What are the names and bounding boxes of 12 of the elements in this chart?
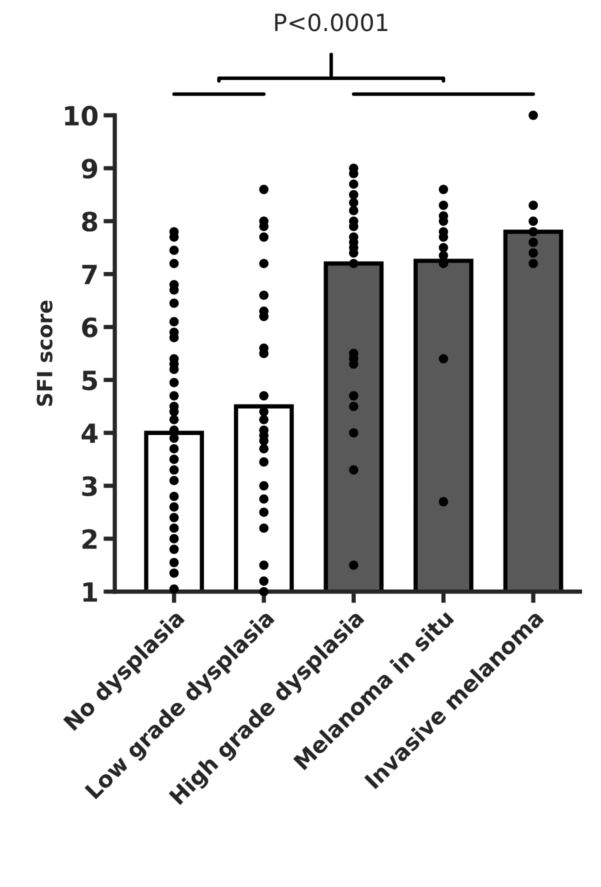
y-tick-label: 2 [82,529,97,549]
y-tick-label: 10 [65,106,98,126]
y-tick-label: 7 [82,264,97,284]
y-tick-label: 5 [82,370,97,390]
y-axis-title: SFI score [36,300,53,406]
y-tick-label: 8 [82,212,98,232]
text: P<0.0001 [275,13,388,32]
y-tick-label: 6 [82,317,98,338]
y-tick-label: 4 [82,424,98,443]
y-tick-label: 1 [83,582,98,602]
y-tick-label: 9 [82,158,98,179]
y-tick-label: 3 [82,476,97,496]
